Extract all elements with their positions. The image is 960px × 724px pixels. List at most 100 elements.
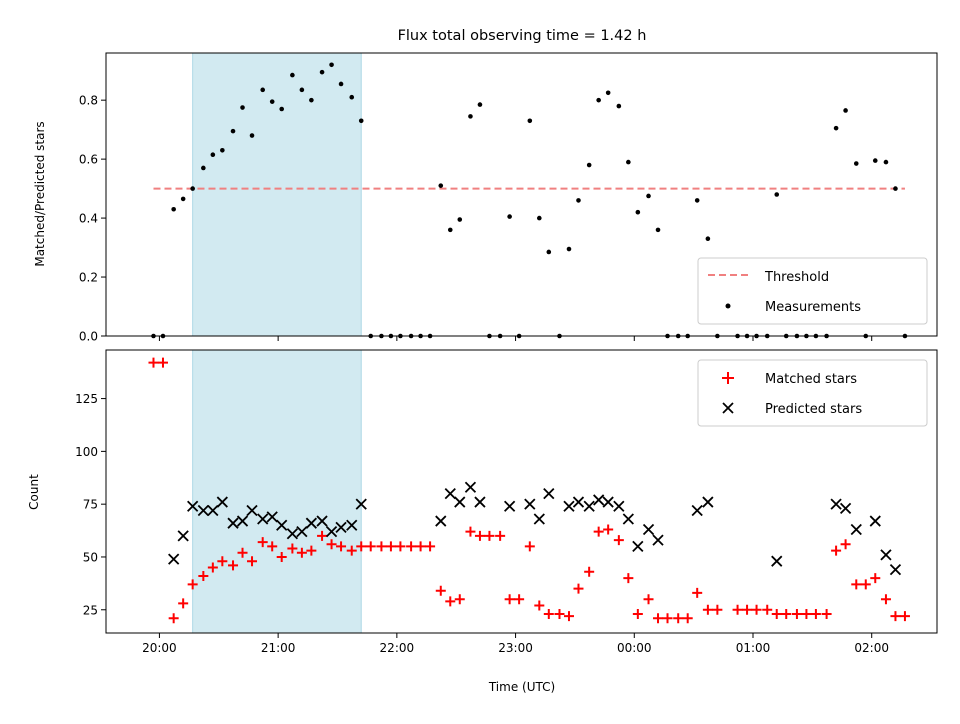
matched-star-point bbox=[267, 541, 278, 552]
legend-predicted-swatch bbox=[722, 402, 734, 414]
matched-star-point bbox=[899, 611, 910, 622]
measurement-point bbox=[893, 186, 898, 191]
predicted-star-point bbox=[533, 513, 545, 525]
count-panel: 20:00 21:00 22:00 23:00 00:00 01:00 02:00 25 50… bbox=[27, 349, 938, 694]
matched-star-point bbox=[801, 608, 812, 619]
measurement-point bbox=[616, 103, 622, 109]
predicted-star-point bbox=[177, 530, 189, 542]
matched-star-point bbox=[514, 594, 525, 605]
predicted-star-point bbox=[246, 504, 258, 517]
measurement-point bbox=[507, 214, 512, 219]
predicted-star-point bbox=[187, 500, 199, 512]
measurement-point bbox=[220, 147, 225, 153]
matched-star-point bbox=[178, 598, 189, 609]
matched-star-point bbox=[643, 594, 654, 605]
matched-star-point bbox=[771, 608, 782, 619]
predicted-star-point bbox=[850, 523, 862, 536]
matched-star-point bbox=[395, 541, 406, 552]
count-legend-frame bbox=[697, 359, 928, 427]
matched-star-point bbox=[346, 545, 357, 556]
matched-star-point bbox=[385, 541, 396, 552]
measurement-point bbox=[309, 97, 314, 103]
measurement-point bbox=[457, 217, 463, 222]
x-tick-label: 23:00 bbox=[498, 641, 533, 655]
matched-star-point bbox=[356, 541, 367, 552]
measurement-point bbox=[338, 81, 344, 87]
measurement-point bbox=[872, 158, 878, 163]
legend-measurements-label: Measurements bbox=[765, 300, 861, 315]
matched-star-point bbox=[454, 594, 465, 605]
predicted-star-point bbox=[296, 525, 308, 538]
measurement-point bbox=[527, 118, 533, 124]
measurement-point bbox=[694, 198, 700, 203]
measurement-point bbox=[883, 159, 889, 165]
matched-star-point bbox=[376, 541, 387, 552]
matched-star-point bbox=[840, 539, 851, 550]
measurement-point bbox=[249, 133, 255, 138]
matched-star-point bbox=[504, 594, 515, 605]
measurement-point bbox=[210, 152, 216, 158]
predicted-star-point bbox=[652, 534, 664, 546]
count-panel-y-label: Count bbox=[27, 474, 41, 510]
measurement-point bbox=[329, 62, 334, 68]
predicted-star-point bbox=[702, 496, 714, 508]
matched-star-point bbox=[810, 608, 821, 619]
y-tick-label: 0.4 bbox=[79, 212, 98, 226]
y-tick-label: 0.6 bbox=[79, 153, 98, 167]
predicted-star-point bbox=[889, 564, 902, 576]
count-panel-y-ticks: 25 50 75 100 125 bbox=[75, 392, 106, 617]
measurement-point bbox=[646, 193, 651, 199]
predicted-star-point bbox=[524, 498, 536, 510]
legend-measurements-swatch bbox=[725, 303, 731, 309]
matched-star-point bbox=[435, 585, 446, 596]
predicted-star-point bbox=[771, 555, 783, 567]
x-tick-label: 21:00 bbox=[261, 641, 296, 655]
predicted-star-point bbox=[691, 504, 703, 517]
matched-star-point bbox=[860, 579, 871, 590]
measurement-point bbox=[596, 97, 601, 103]
x-tick-label: 01:00 bbox=[736, 641, 771, 655]
matched-star-point bbox=[821, 608, 832, 619]
predicted-star-point bbox=[602, 496, 614, 508]
matched-star-point bbox=[306, 545, 317, 556]
predicted-star-point bbox=[276, 519, 288, 531]
predicted-star-point bbox=[325, 525, 338, 538]
measurement-point bbox=[853, 161, 859, 166]
predicted-star-point bbox=[593, 494, 605, 506]
matched-star-point bbox=[168, 613, 179, 624]
matched-star-point bbox=[563, 611, 574, 622]
ratio-panel-legend: Threshold Measurements bbox=[697, 257, 928, 325]
measurement-point bbox=[843, 108, 848, 113]
matched-star-points bbox=[148, 357, 910, 624]
matched-star-point bbox=[336, 541, 347, 552]
predicted-star-point bbox=[197, 504, 209, 517]
predicted-star-point bbox=[543, 487, 555, 500]
matched-star-point bbox=[465, 526, 476, 537]
measurement-point bbox=[477, 102, 483, 107]
ratio-panel-y-ticks: 0.0 0.2 0.4 0.6 0.8 bbox=[79, 94, 106, 344]
predicted-star-point bbox=[583, 500, 595, 512]
ratio-panel-frame bbox=[105, 52, 938, 337]
chart-title: Flux total observing time = 1.42 h bbox=[398, 28, 647, 44]
measurement-point bbox=[230, 128, 236, 134]
measurement-point bbox=[705, 236, 711, 242]
predicted-star-point bbox=[474, 496, 486, 508]
predicted-star-point bbox=[227, 517, 239, 529]
matched-star-point bbox=[593, 526, 604, 537]
measurement-point bbox=[171, 206, 176, 212]
measurement-point bbox=[180, 196, 186, 202]
measurement-point bbox=[269, 99, 275, 104]
matched-star-point bbox=[276, 551, 287, 562]
predicted-star-point bbox=[305, 517, 318, 529]
measurement-point bbox=[605, 90, 611, 96]
count-panel-frame bbox=[105, 349, 938, 634]
matched-star-point bbox=[495, 530, 506, 541]
y-tick-label: 75 bbox=[83, 498, 98, 512]
count-panel-shaded-region bbox=[192, 349, 362, 634]
measurement-point bbox=[576, 198, 581, 203]
ratio-legend-frame bbox=[697, 257, 928, 325]
matched-star-point bbox=[554, 608, 565, 619]
matched-star-point bbox=[207, 562, 218, 573]
y-tick-label: 25 bbox=[83, 603, 98, 617]
